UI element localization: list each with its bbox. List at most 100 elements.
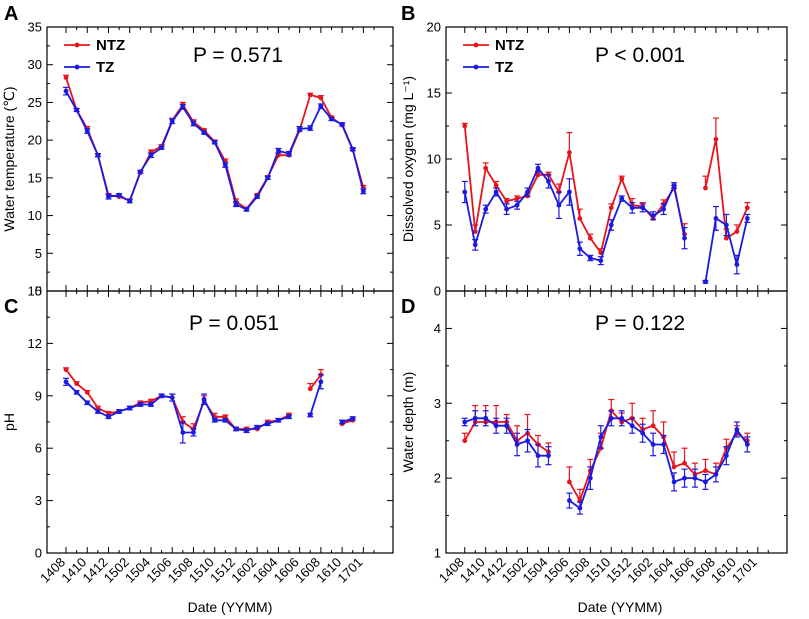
data-point xyxy=(608,222,614,228)
y-tick-label: 9 xyxy=(35,388,42,403)
data-point xyxy=(577,505,583,511)
data-point xyxy=(307,412,313,418)
series-tz xyxy=(63,374,356,444)
legend-label: NTZ xyxy=(96,37,125,54)
data-point xyxy=(619,415,625,421)
y-tick-label: 3 xyxy=(35,493,42,508)
data-point xyxy=(244,428,249,434)
legend-marker xyxy=(74,42,80,48)
data-point xyxy=(222,162,228,168)
data-point xyxy=(265,175,271,181)
data-point xyxy=(703,185,708,191)
data-point xyxy=(265,421,271,427)
series-line xyxy=(65,369,290,431)
data-point xyxy=(734,262,740,267)
data-point xyxy=(629,423,635,429)
data-point xyxy=(514,202,520,208)
y-tick-label: 30 xyxy=(28,57,42,72)
data-point xyxy=(703,479,708,485)
data-point xyxy=(556,202,562,208)
panel-c-ph: C03691215pH14081410141215021504150615081… xyxy=(1,284,394,586)
legend-marker xyxy=(473,64,479,70)
y-tick-label: 25 xyxy=(28,95,42,110)
data-point xyxy=(546,453,551,459)
y-axis-label: Water temperature (℃) xyxy=(1,86,17,231)
series-ntz xyxy=(461,117,751,256)
series-line xyxy=(309,381,322,416)
data-point xyxy=(650,423,656,429)
data-point xyxy=(84,389,90,395)
y-tick-label: 20 xyxy=(28,133,42,148)
data-point xyxy=(339,121,345,127)
data-point xyxy=(723,235,729,241)
y-tick-label: 10 xyxy=(28,208,42,223)
data-point xyxy=(744,442,750,447)
data-point xyxy=(74,107,80,113)
data-point xyxy=(201,396,207,402)
data-point xyxy=(483,415,489,421)
data-point xyxy=(318,379,324,385)
data-point xyxy=(587,475,593,481)
data-point xyxy=(472,242,478,248)
series-tz xyxy=(461,410,751,515)
plot-frame xyxy=(445,290,788,554)
data-point xyxy=(567,189,572,195)
x-axis-label-left: Date (YYMM) xyxy=(188,599,273,615)
data-point xyxy=(608,415,614,421)
data-point xyxy=(169,395,175,400)
data-point xyxy=(95,152,101,158)
data-point xyxy=(212,140,218,145)
data-point xyxy=(504,423,510,429)
data-point xyxy=(744,216,750,221)
y-tick-label: 5 xyxy=(434,218,441,233)
y-tick-label: 5 xyxy=(35,246,42,261)
data-point xyxy=(493,183,499,188)
data-point xyxy=(63,367,69,372)
data-point xyxy=(535,172,541,178)
data-point xyxy=(514,442,520,447)
data-point xyxy=(307,92,313,98)
data-point xyxy=(703,279,708,285)
p-value-annotation: P = 0.051 xyxy=(189,312,279,335)
y-tick-label: 1 xyxy=(434,546,441,561)
data-point xyxy=(339,419,345,425)
data-point xyxy=(598,258,604,264)
data-point xyxy=(106,194,111,200)
x-tick-label: 1701 xyxy=(334,555,365,586)
data-point xyxy=(650,213,656,219)
data-point xyxy=(148,402,154,407)
data-point xyxy=(671,479,677,485)
data-point xyxy=(74,389,80,395)
data-point xyxy=(462,438,468,444)
data-point xyxy=(661,442,666,447)
panel-letter: D xyxy=(401,296,415,318)
data-point xyxy=(493,189,499,195)
series-line xyxy=(309,374,322,390)
data-point xyxy=(307,125,313,131)
data-point xyxy=(222,417,228,423)
data-point xyxy=(619,196,625,202)
data-point xyxy=(212,417,218,423)
y-axis-label: Dissolved oxygen (mg L⁻¹) xyxy=(400,76,416,242)
data-point xyxy=(106,414,111,420)
data-point xyxy=(148,152,154,158)
data-point xyxy=(640,205,646,211)
data-point xyxy=(116,409,122,414)
data-point xyxy=(318,95,324,101)
y-tick-label: 0 xyxy=(35,546,42,561)
data-point xyxy=(650,442,656,447)
data-point xyxy=(525,189,530,195)
data-point xyxy=(276,148,281,154)
data-point xyxy=(587,235,593,241)
data-point xyxy=(286,414,292,420)
series-ntz xyxy=(63,367,356,432)
data-point xyxy=(254,194,260,200)
y-tick-label: 3 xyxy=(434,396,441,411)
data-point xyxy=(191,430,196,435)
series-line xyxy=(568,417,749,510)
y-tick-label: 15 xyxy=(28,284,42,299)
data-point xyxy=(483,165,489,171)
data-point xyxy=(525,438,530,444)
legend-label: TZ xyxy=(495,59,513,76)
